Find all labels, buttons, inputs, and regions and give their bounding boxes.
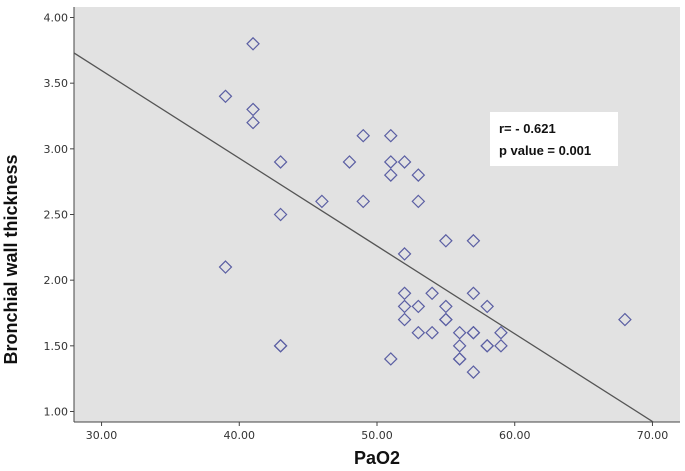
data-point — [480, 299, 495, 314]
x-tick-label: 70.00 — [637, 429, 669, 442]
data-point — [411, 325, 426, 340]
data-point — [383, 352, 398, 366]
data-point — [383, 155, 398, 169]
data-point — [246, 102, 260, 117]
data-point — [439, 299, 453, 314]
data-point — [425, 325, 439, 340]
data-point — [466, 233, 481, 248]
data-point — [466, 325, 481, 340]
data-point — [218, 89, 233, 104]
x-tick-label: 30.00 — [86, 429, 118, 442]
correlation-coefficient-label: r= - 0.621 — [499, 121, 556, 136]
data-point — [397, 312, 412, 327]
data-point — [494, 338, 508, 353]
data-point — [273, 207, 288, 222]
stats-annotation-box — [490, 112, 618, 166]
y-tick-label: 3.50 — [44, 77, 69, 90]
data-point — [315, 194, 329, 209]
data-point — [246, 115, 260, 130]
y-tick-label: 4.00 — [44, 12, 69, 25]
y-tick-label: 2.50 — [44, 209, 69, 222]
data-point — [356, 194, 371, 209]
x-axis-title: PaO2 — [354, 448, 400, 468]
data-point — [246, 36, 260, 51]
data-point — [218, 260, 233, 274]
x-tick-label: 40.00 — [224, 429, 256, 442]
data-point — [452, 352, 467, 366]
y-tick-label: 1.50 — [44, 340, 69, 353]
data-point — [466, 286, 481, 301]
data-point — [397, 286, 412, 301]
y-tick-label: 1.00 — [44, 405, 69, 418]
data-point — [411, 194, 426, 209]
data-point — [466, 365, 481, 379]
data-point — [439, 233, 453, 248]
data-point — [452, 325, 467, 340]
data-point — [356, 128, 371, 143]
data-point — [383, 168, 398, 182]
y-tick-label: 2.00 — [44, 274, 69, 287]
data-point — [480, 338, 495, 353]
axis-ticks: 30.00 40.00 50.00 60.00 70.00 1.00 1.50 2.00 2.5… — [44, 12, 669, 442]
data-point — [425, 286, 439, 301]
data-points — [218, 36, 632, 379]
data-point — [383, 128, 398, 143]
data-point — [452, 338, 467, 353]
data-point — [273, 155, 288, 169]
data-point — [439, 312, 453, 327]
regression-line — [74, 52, 655, 422]
data-point — [411, 168, 426, 182]
data-point — [494, 325, 508, 340]
data-point — [411, 299, 426, 314]
data-point — [397, 247, 412, 261]
plot-area — [74, 7, 680, 422]
data-point — [342, 155, 357, 169]
data-point — [618, 312, 632, 327]
p-value-label: p value = 0.001 — [499, 143, 591, 158]
data-point — [273, 338, 288, 353]
x-tick-label: 60.00 — [499, 429, 531, 442]
y-axis-title: Bronchial wall thickness — [1, 154, 21, 364]
x-tick-label: 50.00 — [361, 429, 393, 442]
data-point — [397, 299, 412, 314]
data-point — [397, 155, 412, 169]
y-tick-label: 3.00 — [44, 143, 69, 156]
